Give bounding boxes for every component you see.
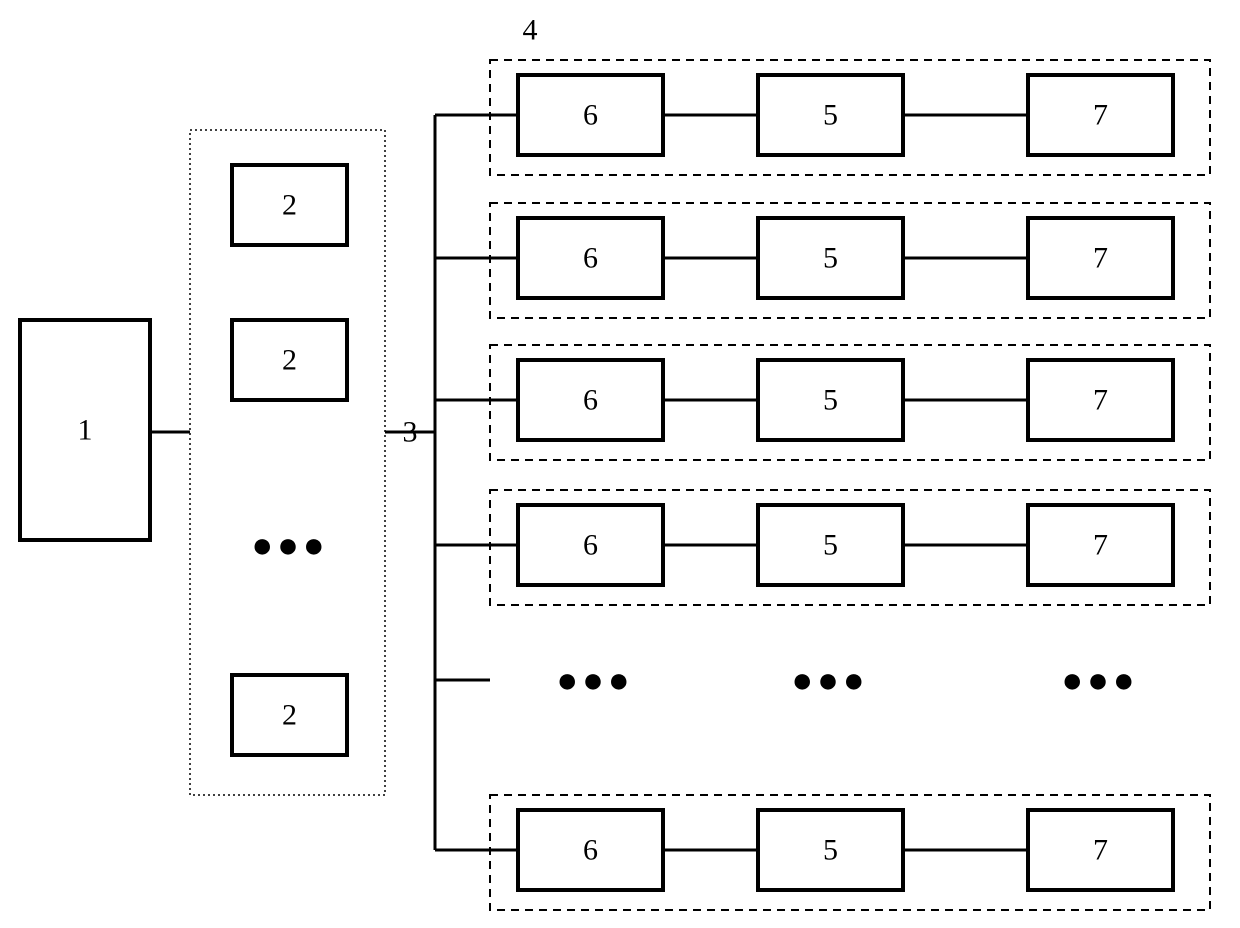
block-6-label-2: 6 [583, 384, 598, 417]
block-5-label-1: 5 [823, 242, 838, 275]
group-3-ellipsis: ●●● [251, 525, 328, 565]
block-2-label-2: 2 [282, 699, 297, 732]
block-7-label-5: 7 [1093, 834, 1108, 867]
block-6-label-0: 6 [583, 99, 598, 132]
block-5-label-5: 5 [823, 834, 838, 867]
block-7-label-3: 7 [1093, 529, 1108, 562]
dots-row-3: ●●● [1061, 660, 1138, 700]
block-7-label-0: 7 [1093, 99, 1108, 132]
dots-row-2: ●●● [791, 660, 868, 700]
dots-row-1: ●●● [556, 660, 633, 700]
block-7-label-2: 7 [1093, 384, 1108, 417]
block-5-label-0: 5 [823, 99, 838, 132]
block-6-label-5: 6 [583, 834, 598, 867]
block-6-label-3: 6 [583, 529, 598, 562]
block-2-label-1: 2 [282, 344, 297, 377]
block-diagram: 13222●●●4657657657657●●●●●●●●●657 [0, 0, 1240, 928]
block-5-label-3: 5 [823, 529, 838, 562]
block-6-label-1: 6 [583, 242, 598, 275]
block-7-label-1: 7 [1093, 242, 1108, 275]
block-1-label: 1 [78, 414, 93, 447]
block-2-label-0: 2 [282, 189, 297, 222]
block-5-label-2: 5 [823, 384, 838, 417]
group-4-label: 4 [523, 14, 538, 47]
